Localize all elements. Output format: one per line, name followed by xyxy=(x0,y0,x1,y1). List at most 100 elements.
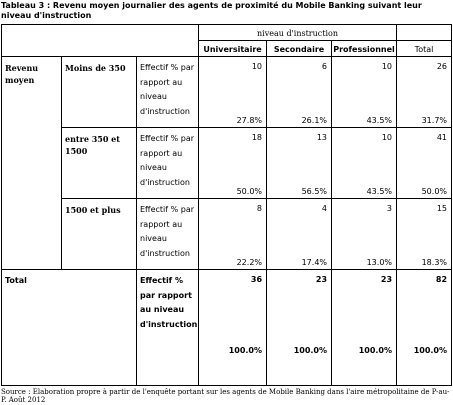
table-title: Tableau 3 : Revenu moyen journalier des … xyxy=(1,1,422,20)
box: 3 13.0% xyxy=(332,199,396,269)
box: 10 27.8% xyxy=(199,57,266,127)
measure-cell: Effectif % par rapport au niveau d'instr… xyxy=(135,198,200,270)
box: Total xyxy=(2,270,136,385)
table: niveau d'instruction Universitaire Seconda… xyxy=(0,24,453,386)
percent: 31.7% xyxy=(421,116,448,125)
box: 13 56.5% xyxy=(267,128,331,198)
count: 6 xyxy=(321,62,328,71)
percent: 100.0% xyxy=(293,346,328,355)
data-row: Revenu moyen Moins de 350 Effectif % par r… xyxy=(1,56,453,270)
box: 26 31.7% xyxy=(397,57,451,127)
percent: 43.5% xyxy=(366,116,393,125)
box: 8 22.2% xyxy=(199,199,266,269)
box: 1500 et plus xyxy=(62,199,136,269)
box: 23 100.0% xyxy=(267,270,331,385)
value-cell: 4 17.4% xyxy=(266,198,333,270)
percent: 18.3% xyxy=(421,258,448,267)
count: 41 xyxy=(436,133,448,142)
box: Effectif % par rapport au niveau d'instr… xyxy=(137,199,198,269)
percent: 100.0% xyxy=(413,346,448,355)
box: 10 43.5% xyxy=(332,128,396,198)
percent: 43.5% xyxy=(366,187,393,196)
value-cell: 18 50.0% xyxy=(198,127,268,199)
percent: 27.8% xyxy=(236,116,263,125)
value-cell: 23 100.0% xyxy=(331,269,398,386)
value-cell: 8 22.2% xyxy=(198,198,268,270)
count: 15 xyxy=(436,204,448,213)
data-row: 1500 et plus Effectif % par rapport au ni… xyxy=(2,198,453,270)
box: 23 100.0% xyxy=(332,270,396,385)
measure-label: Effectif % par rapport au niveau d'instr… xyxy=(140,276,198,329)
row-label-cell: entre 350 et 1500 xyxy=(61,127,137,199)
box: 41 50.0% xyxy=(397,128,451,198)
row-group-cell: Revenu moyen xyxy=(1,56,62,270)
count: 3 xyxy=(386,204,393,213)
box: Effectif % par rapport au niveau d'instr… xyxy=(137,270,198,385)
value-cell: 82 100.0% xyxy=(396,269,453,386)
percent: 100.0% xyxy=(358,346,393,355)
value-cell: 15 18.3% xyxy=(396,198,453,270)
value-cell: 10 43.5% xyxy=(331,127,398,199)
box: 36 100.0% xyxy=(199,270,266,385)
data-row: entre 350 et 1500 Effectif % par rapport … xyxy=(2,127,453,199)
row-label: Total xyxy=(5,276,27,285)
box: 4 17.4% xyxy=(267,199,331,269)
box: 10 43.5% xyxy=(332,57,396,127)
row-label: entre 350 et 1500 xyxy=(65,134,120,156)
box: 18 50.0% xyxy=(199,128,266,198)
percent: 26.1% xyxy=(301,116,328,125)
value-cell: 10 27.8% xyxy=(198,56,268,128)
percent: 50.0% xyxy=(421,187,448,196)
column-header: Professionnel xyxy=(331,40,398,57)
percent: 100.0% xyxy=(228,346,263,355)
measure-label: Effectif % par rapport au niveau d'instr… xyxy=(140,134,195,187)
column-header: Universitaire xyxy=(198,40,268,57)
measure-label: Effectif % par rapport au niveau d'instr… xyxy=(140,205,195,258)
measure-cell: Effectif % par rapport au niveau d'instr… xyxy=(135,56,200,128)
count: 23 xyxy=(315,275,328,284)
box: Effectif % par rapport au niveau d'instr… xyxy=(137,57,198,127)
column-header: Secondaire xyxy=(266,40,333,57)
count: 23 xyxy=(380,275,393,284)
measure-label: Effectif % par rapport au niveau d'instr… xyxy=(140,63,195,116)
box: entre 350 et 1500 xyxy=(62,128,136,198)
box: 82 100.0% xyxy=(397,270,451,385)
blank-cell xyxy=(0,24,200,57)
count: 18 xyxy=(251,133,263,142)
value-cell: 41 50.0% xyxy=(396,127,453,199)
count: 10 xyxy=(251,62,263,71)
row-label: 1500 et plus xyxy=(65,205,121,215)
blank-cell xyxy=(396,24,453,41)
percent: 13.0% xyxy=(366,258,393,267)
box: 15 18.3% xyxy=(397,199,451,269)
row-label-cell: Moins de 350 xyxy=(61,56,137,128)
value-cell: 23 100.0% xyxy=(266,269,333,386)
percent: 17.4% xyxy=(301,258,328,267)
count: 10 xyxy=(381,62,393,71)
source-note: Source : Elaboration propre à partir de … xyxy=(1,388,450,404)
header-group: niveau d'instruction xyxy=(198,24,398,41)
count: 10 xyxy=(381,133,393,142)
row-label: Moins de 350 xyxy=(65,63,126,73)
data-row: Total Effectif % par rapport au niveau d'… xyxy=(1,269,453,386)
value-cell: 26 31.7% xyxy=(396,56,453,128)
row-label-cell: 1500 et plus xyxy=(61,198,137,270)
count: 8 xyxy=(256,204,263,213)
box: Effectif % par rapport au niveau d'instr… xyxy=(137,128,198,198)
box: Moins de 350 xyxy=(62,57,136,127)
count: 36 xyxy=(250,275,263,284)
count: 4 xyxy=(321,204,328,213)
row-group-label: Revenu moyen xyxy=(5,63,39,85)
measure-cell: Effectif % par rapport au niveau d'instr… xyxy=(135,127,200,199)
count: 13 xyxy=(316,133,328,142)
value-cell: 36 100.0% xyxy=(198,269,268,386)
box: 6 26.1% xyxy=(267,57,331,127)
percent: 50.0% xyxy=(236,187,263,196)
header-row: Universitaire Secondaire Professionnel Tota… xyxy=(2,40,453,57)
row-label-cell: Total xyxy=(1,269,137,386)
count: 26 xyxy=(436,62,448,71)
value-cell: 6 26.1% xyxy=(266,56,333,128)
column-header: Total xyxy=(396,40,453,57)
value-cell: 3 13.0% xyxy=(331,198,398,270)
